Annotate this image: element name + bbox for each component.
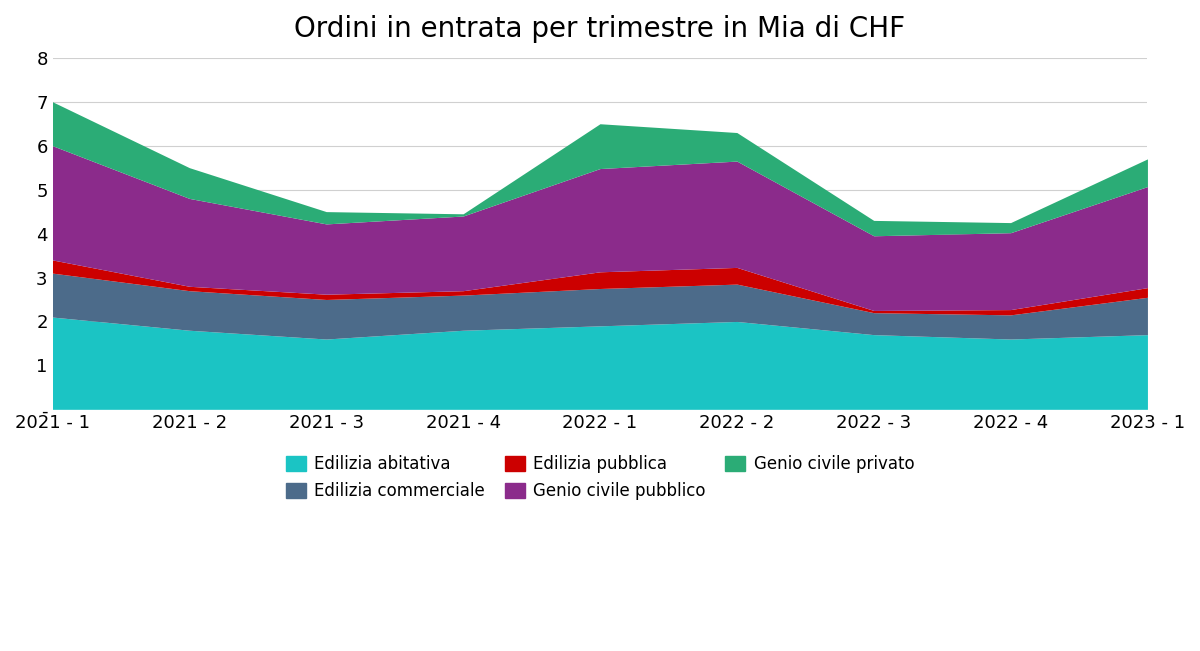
Title: Ordini in entrata per trimestre in Mia di CHF: Ordini in entrata per trimestre in Mia d…	[294, 15, 906, 43]
Legend: Edilizia abitativa, Edilizia commerciale, Edilizia pubblica, Genio civile pubbli: Edilizia abitativa, Edilizia commerciale…	[278, 449, 922, 506]
